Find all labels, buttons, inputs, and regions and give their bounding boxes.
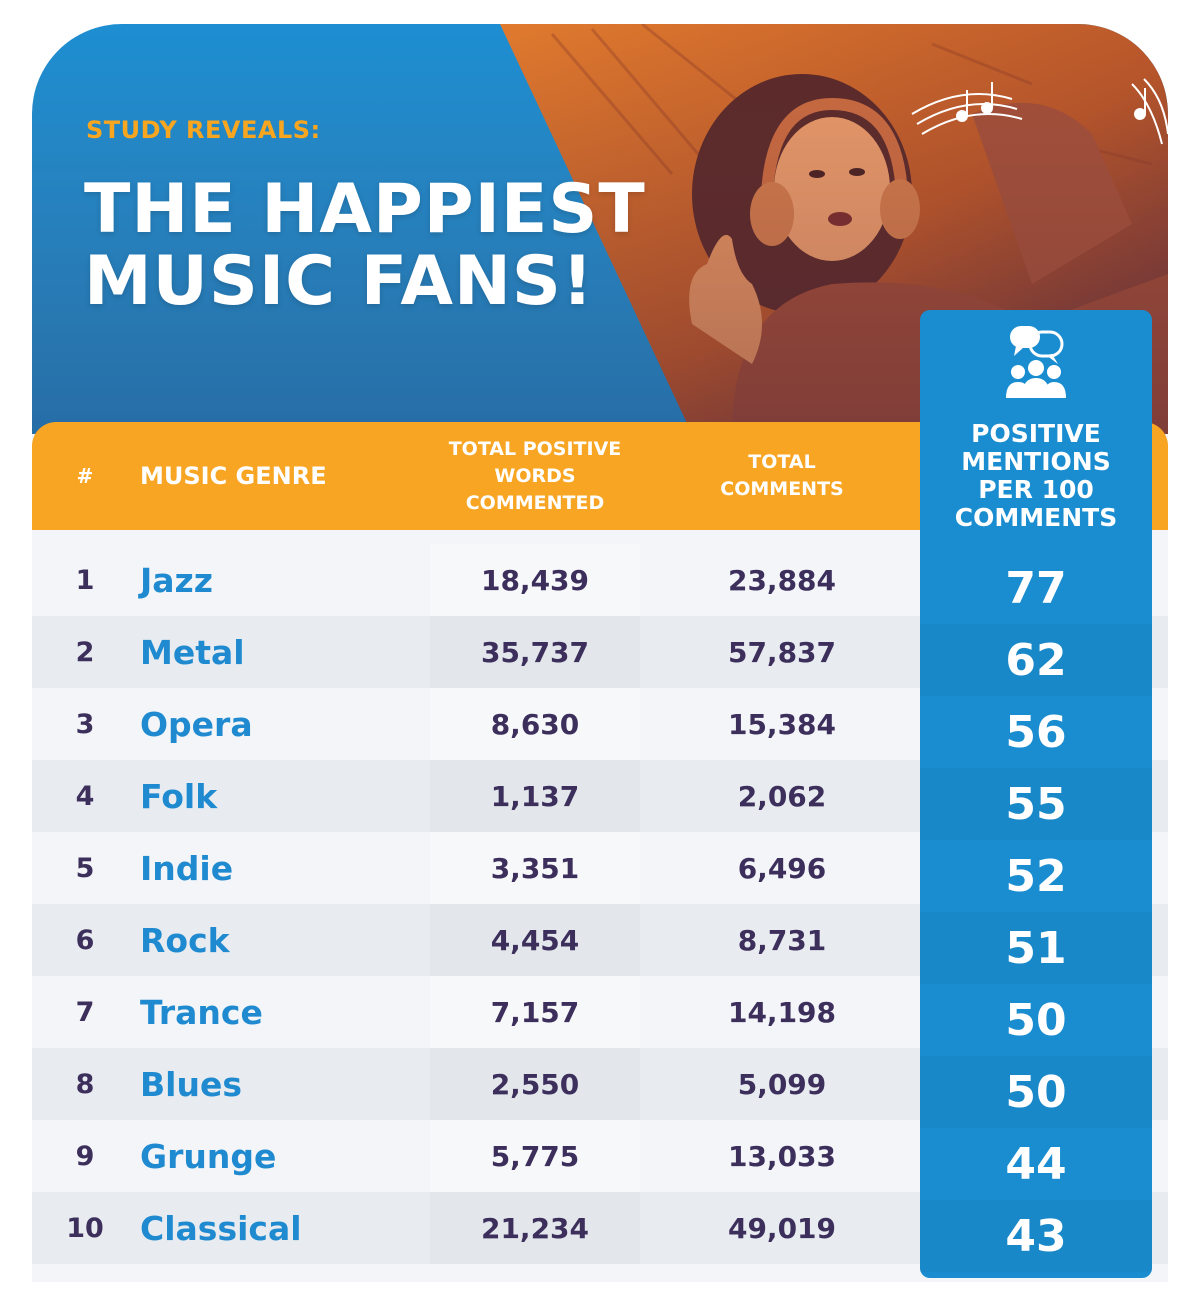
positive-words-cell: 1,137 (490, 779, 580, 813)
total-comments-cell: 57,837 (727, 635, 837, 669)
rank-cell: 2 (75, 636, 95, 668)
positive-mentions-cell: 56 (1005, 706, 1067, 758)
positive-mentions-cell: 44 (1005, 1138, 1067, 1190)
rank-cell: 10 (66, 1212, 104, 1244)
music-notes-icon (911, 78, 1168, 145)
positive-mentions-cell: 55 (920, 768, 1152, 840)
rank-cell: 7 (75, 996, 95, 1028)
positive-mentions-cell: 52 (1005, 850, 1067, 902)
table-row: 7 Trance 7,157 14,198 (32, 976, 1168, 1048)
column-band (430, 976, 640, 1048)
genre-cell: Classical (140, 1208, 302, 1248)
positive-words-cell: 21,234 (480, 1211, 590, 1245)
title-line-2: MUSIC FANS! (84, 242, 594, 321)
per100-header-line: PER 100 (978, 475, 1094, 504)
positive-mentions-column: POSITIVE MENTIONS PER 100 COMMENTS 77 62 5… (920, 310, 1152, 1278)
col-header-words-line: WORDS (494, 464, 576, 487)
col-header-comments-line: COMMENTS (720, 478, 844, 500)
col-header-rank: # (76, 464, 94, 488)
positive-words-cell: 2,550 (490, 1067, 580, 1101)
per100-header-line: COMMENTS (954, 503, 1118, 532)
per100-header-line: MENTIONS (961, 447, 1111, 476)
group-chat-icon (1006, 326, 1066, 398)
col-header-words-line: COMMENTED (465, 491, 605, 514)
positive-mentions-cell: 77 (1005, 562, 1067, 614)
positive-words-cell: 7,157 (490, 995, 580, 1029)
positive-words-cell: 3,351 (490, 851, 580, 885)
total-comments-cell: 2,062 (737, 779, 827, 813)
positive-mentions-cell: 43 (920, 1200, 1152, 1272)
infographic-card: STUDY REVEALS: THE HAPPIEST MUSIC FANS! … (32, 24, 1168, 1282)
rank-cell: 5 (75, 852, 95, 884)
column-band (430, 1120, 640, 1192)
genre-cell: Grunge (140, 1136, 277, 1176)
total-comments-cell: 5,099 (737, 1067, 827, 1101)
col-header-genre: MUSIC GENRE (140, 462, 327, 490)
genre-cell: Blues (140, 1064, 242, 1104)
total-comments-cell: 49,019 (727, 1211, 837, 1245)
rank-cell: 6 (75, 924, 95, 956)
positive-words-cell: 8,630 (490, 707, 580, 741)
col-header-positive-words: TOTAL POSITIVE WORDS COMMENTED (430, 422, 640, 530)
positive-words-cell: 18,439 (480, 563, 590, 597)
total-comments-cell: 8,731 (737, 923, 827, 957)
col-header-total-comments: TOTAL COMMENTS (672, 422, 892, 530)
col-header-comments-line: TOTAL (748, 451, 816, 473)
hero-banner: STUDY REVEALS: THE HAPPIEST MUSIC FANS! (32, 24, 1168, 434)
positive-mentions-header: POSITIVE MENTIONS PER 100 COMMENTS (920, 420, 1152, 532)
total-comments-cell: 23,884 (727, 563, 837, 597)
positive-mentions-cell: 50 (1005, 994, 1067, 1046)
table-row: 5 Indie 3,351 6,496 (32, 832, 1168, 904)
positive-mentions-cell: 62 (920, 624, 1152, 696)
rank-cell: 4 (75, 780, 95, 812)
genre-cell: Jazz (140, 560, 213, 600)
positive-mentions-cell: 50 (920, 1056, 1152, 1128)
column-band (430, 688, 640, 760)
total-comments-cell: 13,033 (727, 1139, 837, 1173)
rank-cell: 8 (75, 1068, 95, 1100)
column-band (430, 832, 640, 904)
title-line-1: THE HAPPIEST (84, 170, 646, 249)
rank-cell: 3 (75, 708, 95, 740)
positive-words-cell: 4,454 (490, 923, 580, 957)
page-title: THE HAPPIEST MUSIC FANS! (84, 174, 646, 318)
eyebrow-label: STUDY REVEALS: (86, 116, 321, 144)
table-row: 1 Jazz 18,439 23,884 (32, 544, 1168, 616)
genre-cell: Folk (140, 776, 218, 816)
total-comments-cell: 14,198 (727, 995, 837, 1029)
genre-cell: Trance (140, 992, 263, 1032)
table-row: 9 Grunge 5,775 13,033 (32, 1120, 1168, 1192)
genre-cell: Indie (140, 848, 234, 888)
positive-words-cell: 35,737 (480, 635, 590, 669)
col-header-words-line: TOTAL POSITIVE (448, 437, 622, 460)
positive-mentions-cell: 51 (920, 912, 1152, 984)
positive-words-cell: 5,775 (490, 1139, 580, 1173)
total-comments-cell: 15,384 (727, 707, 837, 741)
table-row: 3 Opera 8,630 15,384 (32, 688, 1168, 760)
genre-cell: Rock (140, 920, 230, 960)
rank-cell: 9 (75, 1140, 95, 1172)
total-comments-cell: 6,496 (737, 851, 827, 885)
genre-cell: Opera (140, 704, 253, 744)
table-body: 1 Jazz 18,439 23,884 2 Metal 35,737 57,837 3 Oper… (32, 544, 1168, 1264)
positive-mentions-values: 77 62 56 55 52 51 50 50 44 43 (920, 552, 1152, 1272)
per100-header-line: POSITIVE (971, 419, 1101, 448)
column-band (430, 544, 640, 616)
rank-cell: 1 (75, 564, 95, 596)
genre-cell: Metal (140, 632, 245, 672)
